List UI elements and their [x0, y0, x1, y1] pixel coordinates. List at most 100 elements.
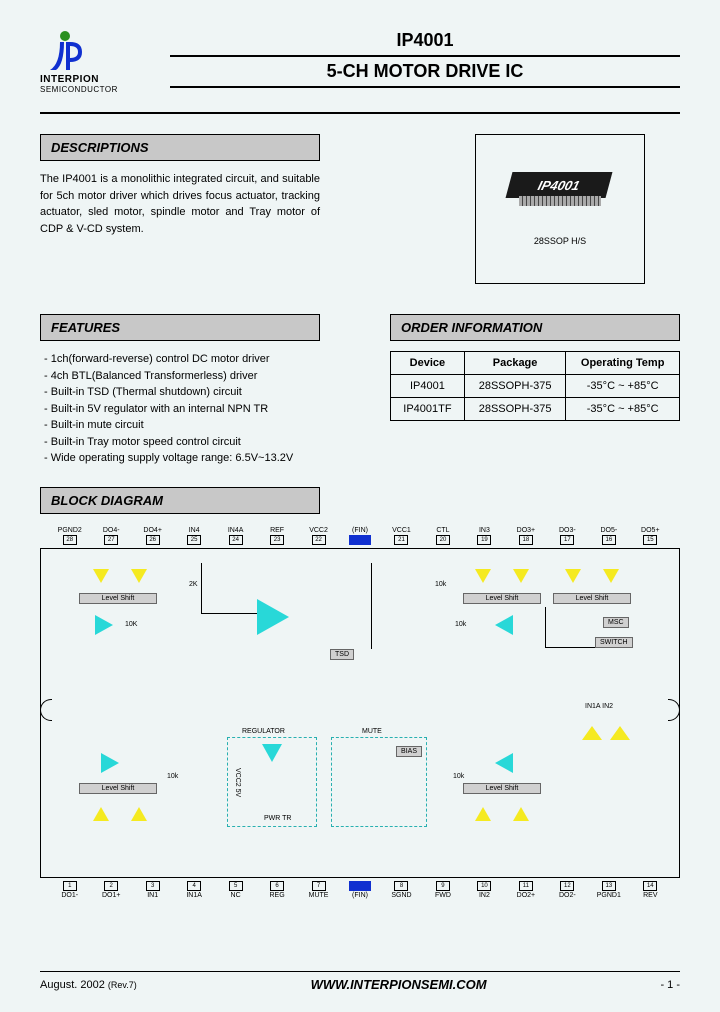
features-col: FEATURES 1ch(forward-reverse) control DC… — [40, 314, 360, 467]
wire — [545, 647, 595, 648]
r-label: 10k — [453, 773, 464, 780]
pin: (FIN) — [339, 527, 380, 546]
pin: VCC121 — [381, 527, 422, 546]
feature-item: Wide operating supply voltage range: 6.5… — [44, 450, 360, 467]
level-shift-block: Level Shift — [463, 783, 541, 794]
in1a-in2-label: IN1A IN2 — [585, 703, 613, 710]
chip-package-label: 28SSOP H/S — [534, 236, 586, 246]
pin: 7MUTE — [298, 880, 339, 899]
amp-icon — [262, 744, 282, 762]
pin: 1DO1- — [49, 880, 90, 899]
pin-row-bottom: 1DO1-2DO1+3IN14IN1A5NC6REG7MUTE(FIN)8SGN… — [49, 880, 671, 899]
notch-right-icon — [668, 699, 680, 721]
table-cell: 28SSOPH-375 — [464, 375, 565, 398]
pin: DO4+26 — [132, 527, 173, 546]
chip-box: IP4001 28SSOP H/S — [475, 134, 645, 284]
pin: DO3-17 — [547, 527, 588, 546]
descriptions-title: DESCRIPTIONS — [40, 134, 320, 161]
pin: CTL20 — [422, 527, 463, 546]
feature-item: Built-in Tray motor speed control circui… — [44, 434, 360, 451]
amp-icon — [93, 807, 109, 821]
pin: 12DO2- — [547, 880, 588, 899]
title-underline — [170, 86, 680, 88]
mute-label: MUTE — [362, 728, 382, 735]
wire — [201, 613, 257, 614]
features-order-row: FEATURES 1ch(forward-reverse) control DC… — [40, 314, 680, 467]
subtitle: 5-CH MOTOR DRIVE IC — [170, 61, 680, 82]
tsd-block: TSD — [330, 649, 354, 660]
title-block: IP4001 5-CH MOTOR DRIVE IC — [170, 30, 680, 88]
table-cell: -35°C ~ +85°C — [566, 375, 680, 398]
amp-big-icon — [257, 599, 289, 635]
table-row: IP400128SSOPH-375-35°C ~ +85°C — [391, 375, 680, 398]
table-row: IP4001TF28SSOPH-375-35°C ~ +85°C — [391, 398, 680, 421]
feature-item: Built-in TSD (Thermal shutdown) circuit — [44, 384, 360, 401]
amp-icon — [610, 726, 630, 740]
pin: 6REG — [256, 880, 297, 899]
part-number: IP4001 — [170, 30, 680, 51]
regulator-box: REGULATOR VCC2 5V PWR TR — [227, 737, 317, 827]
chip-pins-icon — [519, 196, 601, 206]
pin: IN319 — [464, 527, 505, 546]
amp-icon — [582, 726, 602, 740]
pin: IN4A24 — [215, 527, 256, 546]
pwr-tr-label: PWR TR — [264, 815, 291, 822]
regulator-label: REGULATOR — [242, 728, 285, 735]
r-label: 10k — [435, 581, 446, 588]
block-diagram-frame: PGND228DO4-27DO4+26IN425IN4A24REF23VCC22… — [40, 548, 680, 878]
chip-col: IP4001 28SSOP H/S — [440, 134, 680, 284]
logo-subname: SEMICONDUCTOR — [40, 85, 170, 94]
switch-block: SWITCH — [595, 637, 633, 648]
footer: August. 2002 (Rev.7) WWW.INTERPIONSEMI.C… — [40, 971, 680, 992]
title-rule — [170, 55, 680, 57]
order-table-body: IP400128SSOPH-375-35°C ~ +85°CIP4001TF28… — [391, 375, 680, 421]
amp-icon — [475, 807, 491, 821]
table-cell: -35°C ~ +85°C — [566, 398, 680, 421]
r-label: 10k — [455, 621, 466, 628]
pin-row-top: PGND228DO4-27DO4+26IN425IN4A24REF23VCC22… — [49, 527, 671, 546]
footer-date: August. 2002 — [40, 979, 105, 991]
order-table-header: DevicePackageOperating Temp — [391, 352, 680, 375]
pin: 13PGND1 — [588, 880, 629, 899]
amp-icon — [565, 569, 581, 583]
pin: DO3+18 — [505, 527, 546, 546]
chip-body-label: IP4001 — [506, 172, 613, 198]
pin: 8SGND — [381, 880, 422, 899]
msc-block: MSC — [603, 617, 629, 628]
wire — [201, 563, 202, 613]
descriptions-col: DESCRIPTIONS The IP4001 is a monolithic … — [40, 134, 410, 284]
table-cell: IP4001 — [391, 375, 465, 398]
order-col-header: Operating Temp — [566, 352, 680, 375]
pin: (FIN) — [339, 880, 380, 899]
amp-icon — [131, 807, 147, 821]
header-separator — [40, 112, 680, 114]
order-col-header: Package — [464, 352, 565, 375]
feature-item: Built-in mute circuit — [44, 417, 360, 434]
order-col: ORDER INFORMATION DevicePackageOperating… — [390, 314, 680, 467]
pin: 11DO2+ — [505, 880, 546, 899]
feature-item: Built-in 5V regulator with an internal N… — [44, 401, 360, 418]
footer-page: - 1 - — [660, 979, 680, 991]
pin: REF23 — [256, 527, 297, 546]
pin: 4IN1A — [173, 880, 214, 899]
descriptions-text: The IP4001 is a monolithic integrated ci… — [40, 171, 320, 237]
block-diagram-section: BLOCK DIAGRAM PGND228DO4-27DO4+26IN425IN… — [40, 487, 680, 902]
level-shift-block: Level Shift — [553, 593, 631, 604]
pin: DO5+15 — [630, 527, 671, 546]
wire — [545, 607, 546, 647]
level-shift-block: Level Shift — [79, 783, 157, 794]
features-list: 1ch(forward-reverse) control DC motor dr… — [40, 351, 360, 467]
footer-url: WWW.INTERPIONSEMI.COM — [311, 977, 487, 992]
footer-rev: (Rev.7) — [108, 980, 137, 990]
logo-block: INTERPION SEMICONDUCTOR — [40, 30, 170, 94]
chip-image: IP4001 — [505, 172, 615, 212]
pin: 9FWD — [422, 880, 463, 899]
r-label: 2K — [189, 581, 198, 588]
footer-left: August. 2002 (Rev.7) — [40, 979, 137, 991]
logo-name: INTERPION — [40, 74, 170, 85]
vcc2-label: VCC2 5V — [234, 768, 241, 797]
header: INTERPION SEMICONDUCTOR IP4001 5-CH MOTO… — [40, 30, 680, 94]
order-table: DevicePackageOperating Temp IP400128SSOP… — [390, 351, 680, 421]
amp-icon — [513, 807, 529, 821]
table-cell: 28SSOPH-375 — [464, 398, 565, 421]
